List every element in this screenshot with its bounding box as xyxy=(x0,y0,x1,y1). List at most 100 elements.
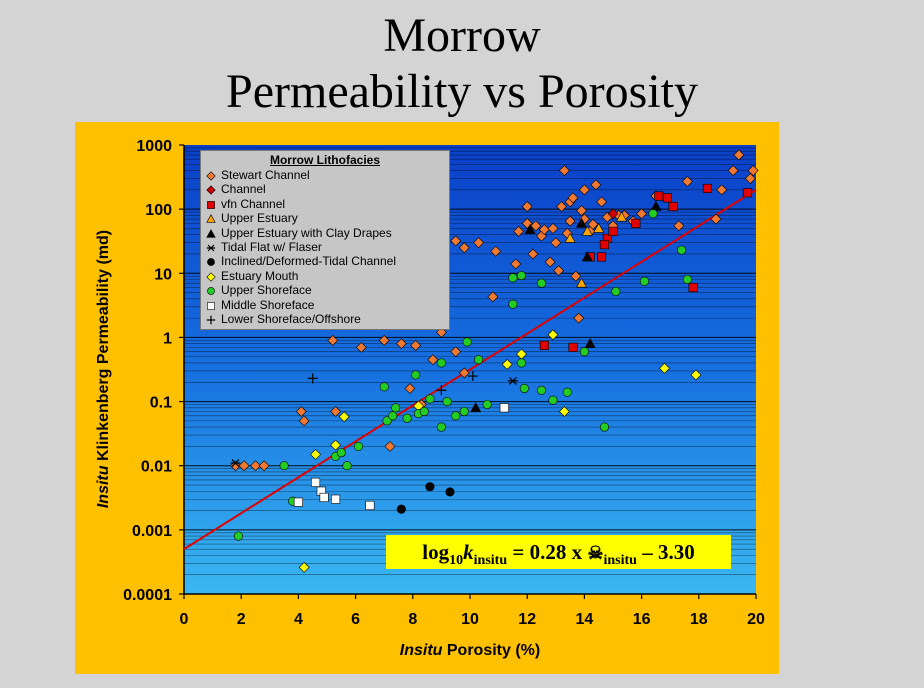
data-point xyxy=(330,406,342,417)
data-point xyxy=(521,201,533,212)
data-point xyxy=(330,439,342,451)
legend-marker xyxy=(206,315,216,325)
x-tick-label: 14 xyxy=(576,611,594,628)
data-point xyxy=(747,165,759,176)
data-point xyxy=(547,329,559,341)
trendline-path xyxy=(183,189,757,550)
x-tick-label: 12 xyxy=(518,611,536,628)
x-tick-label: 16 xyxy=(633,611,651,628)
y-tick-label: 100 xyxy=(145,202,172,219)
data-point xyxy=(553,265,565,277)
data-point xyxy=(353,441,364,451)
y-tick-label: 10 xyxy=(154,266,172,283)
data-point xyxy=(508,273,518,283)
data-point xyxy=(384,440,396,452)
data-point xyxy=(310,448,321,460)
x-axis-label: Insitu Porosity (%) xyxy=(400,642,540,659)
data-point xyxy=(607,208,619,220)
data-point xyxy=(576,217,588,228)
data-point xyxy=(411,370,421,380)
legend-marker-shape xyxy=(206,244,216,252)
data-point xyxy=(395,338,407,350)
legend-item: vfn Channel xyxy=(201,197,449,211)
y-tick-label: 0.01 xyxy=(141,459,172,476)
data-point xyxy=(558,406,570,417)
data-point xyxy=(536,385,547,395)
legend-label: Inclined/Deformed-Tidal Channel xyxy=(221,254,396,269)
legend-marker-shape xyxy=(207,200,215,209)
data-point xyxy=(473,237,485,249)
legend-label: Middle Shoreface xyxy=(221,297,315,312)
data-point xyxy=(507,376,518,385)
data-point xyxy=(527,248,539,260)
data-point xyxy=(499,403,509,413)
data-point xyxy=(590,179,602,191)
data-point xyxy=(450,235,462,247)
data-point xyxy=(681,176,693,187)
axes xyxy=(179,144,757,599)
legend-marker xyxy=(206,214,216,223)
legend-marker-shape xyxy=(206,228,216,238)
data-point xyxy=(576,277,588,288)
data-point xyxy=(616,211,628,222)
data-point xyxy=(530,220,542,232)
data-point xyxy=(564,215,576,227)
data-point xyxy=(427,354,439,366)
data-point xyxy=(230,459,241,467)
legend-marker-shape xyxy=(206,214,216,223)
data-point xyxy=(425,482,435,492)
regression-equation: log10kinsitu = 0.28 x ☠insitu – 3.30 xyxy=(386,535,731,569)
legend-label: Upper Estuary with Clay Drapes xyxy=(221,225,392,240)
trendline xyxy=(183,189,757,550)
data-point xyxy=(250,460,261,472)
data-point xyxy=(436,385,447,396)
legend-item: Lower Shoreface/Offshore xyxy=(201,312,449,326)
data-point xyxy=(716,184,728,196)
data-point xyxy=(258,460,270,472)
legend-label: Estuary Mouth xyxy=(221,268,299,283)
legend-item: Stewart Channel xyxy=(201,168,449,182)
data-point xyxy=(513,225,525,237)
data-point xyxy=(458,242,470,254)
data-point xyxy=(596,196,607,208)
legend-marker xyxy=(206,244,216,252)
data-point xyxy=(564,232,576,243)
legend-marker xyxy=(207,258,215,267)
data-point xyxy=(474,355,484,365)
legend-marker-shape xyxy=(206,171,216,181)
data-point xyxy=(458,367,470,379)
data-point xyxy=(298,561,310,573)
data-point xyxy=(547,223,559,234)
data-point xyxy=(295,406,307,417)
data-point xyxy=(388,411,398,421)
data-point xyxy=(567,192,579,204)
data-point xyxy=(544,256,556,268)
legend-marker xyxy=(207,287,215,295)
legend-marker xyxy=(207,200,215,209)
data-point xyxy=(584,338,596,348)
data-point xyxy=(659,362,670,374)
data-point xyxy=(293,497,303,507)
legend-label: Tidal Flat w/ Flaser xyxy=(221,239,322,254)
legend-title: Morrow Lithofacies xyxy=(269,153,380,167)
data-point xyxy=(442,397,452,407)
y-tick-label: 0.001 xyxy=(132,523,172,540)
data-point xyxy=(654,191,664,201)
x-tick-label: 0 xyxy=(180,611,189,628)
data-point xyxy=(524,223,536,234)
data-point xyxy=(467,371,478,382)
data-point xyxy=(382,416,392,426)
legend-label: Stewart Channel xyxy=(221,168,310,182)
legend-marker xyxy=(206,185,216,196)
x-tick-label: 8 xyxy=(408,611,417,628)
legend-marker-shape xyxy=(207,258,215,267)
x-tick-label: 18 xyxy=(690,611,708,628)
data-point xyxy=(319,492,329,503)
data-point xyxy=(342,461,352,471)
data-point xyxy=(702,183,712,194)
legend-item: Upper Estuary xyxy=(201,211,449,225)
data-point xyxy=(516,271,527,281)
legend-marker-shape xyxy=(207,301,215,310)
data-point xyxy=(662,193,672,203)
legend-marker-shape xyxy=(206,272,216,282)
